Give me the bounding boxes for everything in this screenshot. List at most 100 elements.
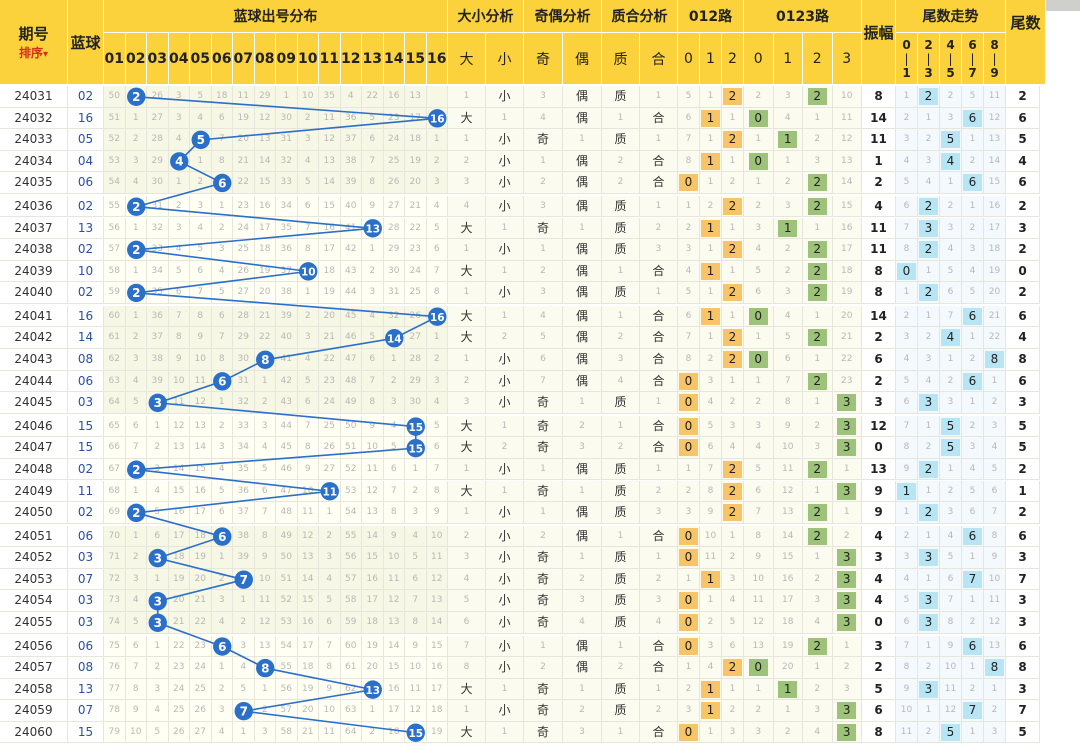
dist-cell: 2 bbox=[190, 172, 212, 194]
dist-cell: 26 bbox=[383, 172, 405, 194]
tail-trend-cell: 14 bbox=[984, 150, 1006, 173]
route-012-hit: 2 bbox=[723, 88, 742, 105]
prime-cell: 2 bbox=[640, 217, 678, 240]
dist-cell: 1 bbox=[168, 172, 190, 194]
dist-cell: 31 bbox=[276, 129, 298, 151]
amplitude-cell: 8 bbox=[862, 260, 896, 283]
dist-cell: 30 bbox=[383, 260, 405, 283]
dist-cell: 12 bbox=[254, 107, 276, 130]
blue-ball-marker: 6 bbox=[213, 372, 232, 391]
dist-cell: 2 bbox=[211, 217, 233, 240]
route-012-cell: 0 bbox=[678, 172, 700, 194]
tail-trend-cell: 13 bbox=[984, 129, 1006, 151]
route-0123-cell: 1 bbox=[803, 107, 833, 130]
route-0123-cell: 2 bbox=[803, 172, 833, 194]
dist-cell: 43 bbox=[340, 260, 362, 283]
dist-cell: 6 bbox=[362, 129, 384, 151]
dist-cell: 29 bbox=[147, 150, 169, 173]
tail-trend-cell: 1 bbox=[940, 172, 962, 194]
dist-cell: 41 bbox=[340, 217, 362, 240]
dist-cell: 5 bbox=[168, 260, 190, 283]
tail-trend-hit: 3 bbox=[919, 219, 938, 237]
dist-cell: 37 bbox=[340, 129, 362, 151]
route-0123-cell: 2 bbox=[803, 86, 833, 108]
dist-cell: 34 bbox=[276, 195, 298, 218]
dist-cell: 23 bbox=[405, 239, 427, 261]
route-0123-cell: 17 bbox=[832, 239, 862, 261]
sort-arrow-icon: ▾ bbox=[42, 49, 49, 60]
tail-trend-cell: 16 bbox=[984, 195, 1006, 218]
blue-ball-marker: 2 bbox=[127, 197, 146, 216]
dist-cell: 16 bbox=[254, 195, 276, 218]
tail-trend-cell: 2 bbox=[896, 107, 918, 130]
size-cell: 小 bbox=[486, 86, 524, 108]
route-012-cell: 7 bbox=[678, 129, 700, 151]
blue-ball-number: 10 bbox=[301, 267, 316, 279]
dist-cell: 32 bbox=[276, 150, 298, 173]
route-012-cell: 1 bbox=[722, 107, 744, 130]
dist-col-header: 13 bbox=[362, 33, 384, 85]
dist-cell: 11 bbox=[233, 86, 255, 108]
dist-cell: 1 bbox=[362, 239, 384, 261]
prime-cell: 质 bbox=[602, 239, 640, 261]
route-0123-hit: 2 bbox=[807, 262, 827, 280]
size-cell: 1 bbox=[448, 129, 486, 151]
dist-cell: 30 bbox=[276, 107, 298, 130]
size-cell: 小 bbox=[486, 150, 524, 173]
dist-cell: 24 bbox=[405, 260, 427, 283]
dist-cell: 6 bbox=[211, 107, 233, 130]
tail-trend-hit: 2 bbox=[919, 88, 938, 105]
route-0123-cell: 2 bbox=[744, 195, 774, 218]
blue-ball-marker: 3 bbox=[148, 548, 167, 568]
tail-trend-cell: 2 bbox=[940, 86, 962, 108]
dist-cell: 2 bbox=[297, 107, 319, 130]
period-cell: 24036 bbox=[0, 195, 68, 218]
dist-cell: 3 bbox=[297, 129, 319, 151]
route-0123-hit: 0 bbox=[748, 109, 768, 127]
dist-cell: 18 bbox=[254, 239, 276, 261]
dist-cell: 32 bbox=[147, 217, 169, 240]
size-cell: 大 bbox=[448, 217, 486, 240]
route-012-cell: 1 bbox=[678, 195, 700, 218]
tail-trend-cell: 2 bbox=[918, 239, 940, 261]
blue-ball-marker: 2 bbox=[127, 460, 146, 479]
dist-cell: 39 bbox=[340, 172, 362, 194]
route-012-cell: 4 bbox=[678, 260, 700, 283]
tail-trend-hit: 5 bbox=[941, 131, 960, 149]
odd-cell: 3 bbox=[524, 86, 563, 108]
dist-cell: 28 bbox=[383, 217, 405, 240]
tail-trend-cell: 0 bbox=[896, 260, 918, 283]
size-cell: 1 bbox=[486, 217, 524, 240]
odd-cell: 4 bbox=[524, 107, 563, 130]
blue-ball-cell: 04 bbox=[68, 150, 104, 173]
dist-cell: 9 bbox=[362, 195, 384, 218]
route-012-cell: 8 bbox=[678, 150, 700, 173]
sort-button[interactable]: 排序▾ bbox=[19, 44, 48, 61]
tail-trend-cell: 2 bbox=[918, 129, 940, 151]
dist-cell: 3 bbox=[168, 86, 190, 108]
tail-trend-cell: 1 bbox=[918, 107, 940, 130]
blue-ball-cell: 16 bbox=[68, 107, 104, 130]
dist-cell: 3 bbox=[168, 217, 190, 240]
trend-line bbox=[136, 95, 441, 734]
blue-ball-marker: 15 bbox=[406, 417, 425, 436]
blue-ball-number: 2 bbox=[132, 90, 140, 104]
tail-trend-cell: 18 bbox=[984, 239, 1006, 261]
prime-cell: 质 bbox=[602, 86, 640, 108]
route-0123-cell: 3 bbox=[803, 150, 833, 173]
odd-even-header: 奇偶分析 bbox=[524, 0, 602, 33]
period-cell: 24035 bbox=[0, 172, 68, 194]
tail-trend-col-header: 4 | 5 bbox=[940, 33, 962, 85]
route-0123-cell: 2 bbox=[803, 260, 833, 283]
dist-cell: 20 bbox=[233, 129, 255, 151]
dist-cell: 58 bbox=[104, 260, 126, 283]
dist-cell: 21 bbox=[233, 150, 255, 173]
tail-cell: 2 bbox=[1006, 86, 1040, 108]
odd-cell: 奇 bbox=[524, 217, 563, 240]
dist-cell: 33 bbox=[147, 239, 169, 261]
tail-trend-cell: 19 bbox=[984, 260, 1006, 283]
blue-ball-number: 11 bbox=[322, 487, 337, 499]
blue-ball-marker: 7 bbox=[234, 570, 253, 589]
odd-cell: 2 bbox=[524, 260, 563, 283]
tail-cell: 6 bbox=[1006, 107, 1040, 130]
